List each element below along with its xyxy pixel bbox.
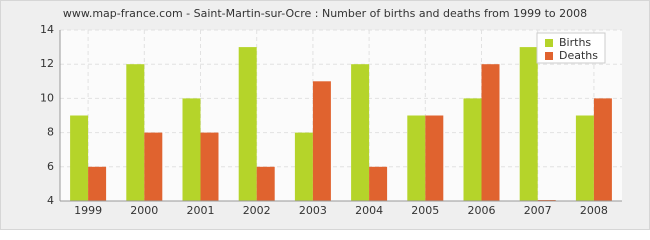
y-tick-label: 4	[47, 194, 54, 207]
x-tick-label: 2007	[524, 204, 552, 217]
chart-title: www.map-france.com - Saint-Martin-sur-Oc…	[63, 7, 587, 20]
y-tick-label: 12	[40, 57, 54, 70]
x-tick-label: 2004	[355, 204, 383, 217]
bar	[481, 64, 500, 201]
legend-swatch	[545, 52, 553, 60]
legend-label: Births	[559, 36, 591, 49]
bar	[519, 47, 538, 201]
bar	[70, 115, 89, 201]
chart: www.map-france.com - Saint-Martin-sur-Oc…	[0, 0, 650, 230]
x-tick-label: 2003	[299, 204, 327, 217]
legend-label: Deaths	[559, 49, 598, 62]
x-tick-label: 2002	[243, 204, 271, 217]
bar	[126, 64, 145, 201]
bar	[88, 166, 107, 201]
bar	[369, 166, 388, 201]
bar	[200, 132, 219, 201]
legend-swatch	[545, 39, 553, 47]
bar	[425, 115, 444, 201]
bar	[407, 115, 426, 201]
x-tick-label: 1999	[74, 204, 102, 217]
x-tick-label: 2000	[130, 204, 158, 217]
x-tick-label: 2001	[187, 204, 215, 217]
bar	[312, 81, 331, 201]
bar	[238, 47, 257, 201]
bar	[463, 98, 482, 201]
bar	[575, 115, 594, 201]
y-tick-label: 6	[47, 160, 54, 173]
y-tick-label: 8	[47, 126, 54, 139]
y-tick-label: 14	[40, 23, 54, 36]
y-tick-label: 10	[40, 91, 54, 104]
bar	[351, 64, 370, 201]
bar	[593, 98, 612, 201]
x-tick-label: 2006	[468, 204, 496, 217]
x-tick-label: 2008	[580, 204, 608, 217]
x-tick-label: 2005	[411, 204, 439, 217]
bar	[144, 132, 163, 201]
page: www.map-france.com - Saint-Martin-sur-Oc…	[0, 0, 650, 230]
bar	[294, 132, 313, 201]
bar	[182, 98, 201, 201]
bar	[256, 166, 275, 201]
